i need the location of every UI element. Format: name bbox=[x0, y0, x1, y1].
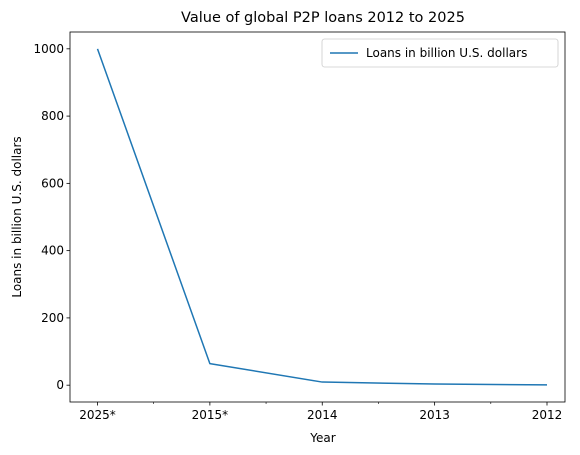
legend-box bbox=[321, 38, 559, 68]
y-tick-label: 400 bbox=[41, 244, 64, 258]
x-axis-label: Year bbox=[309, 431, 335, 445]
x-tick-label: 2015* bbox=[192, 408, 229, 422]
legend-label: Loans in billion U.S. dollars bbox=[366, 46, 527, 60]
y-tick-label: 200 bbox=[41, 311, 64, 325]
series-line bbox=[96, 48, 548, 386]
x-tick-label: 2013 bbox=[419, 408, 450, 422]
y-tick-label: 800 bbox=[41, 109, 64, 123]
y-tick-label: 1000 bbox=[33, 42, 64, 56]
y-tick-label: 0 bbox=[56, 378, 64, 392]
plot-frame bbox=[69, 31, 566, 403]
x-tick-label: 2014 bbox=[307, 408, 338, 422]
x-tick-label: 2012 bbox=[532, 408, 563, 422]
chart-title: Value of global P2P loans 2012 to 2025 bbox=[181, 10, 465, 26]
y-axis-label: Loans in billion U.S. dollars bbox=[10, 136, 24, 297]
y-tick-label: 600 bbox=[41, 176, 64, 190]
x-tick-label: 2025* bbox=[79, 408, 116, 422]
